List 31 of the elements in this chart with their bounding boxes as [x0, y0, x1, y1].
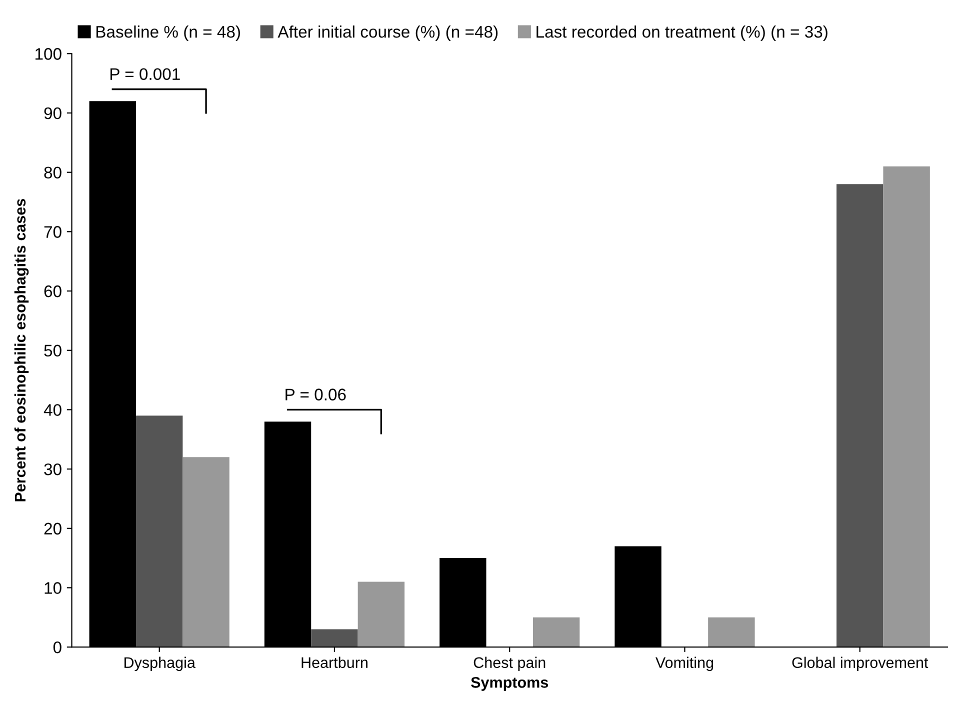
x-axis-title: Symptoms: [470, 677, 548, 691]
bar: [311, 629, 358, 648]
x-tick-label: Chest pain: [474, 656, 546, 672]
y-tick-label: 50: [44, 344, 62, 357]
bar: [136, 416, 183, 648]
bar: [358, 582, 405, 648]
bar: [532, 617, 580, 648]
legend-label: After initial course (%) (n =48): [278, 25, 498, 42]
y-tick-label: 30: [44, 463, 62, 476]
y-axis-title: Percent of eosinophilic esophagitis cases: [14, 198, 29, 502]
bar: [182, 457, 230, 648]
y-tick-label: 10: [44, 582, 62, 594]
x-tick-label: Dysphagia: [124, 656, 196, 672]
bar: [708, 617, 755, 648]
y-tick-label: 20: [44, 522, 62, 535]
y-tick-label: 0: [53, 641, 62, 654]
y-tick-label: 90: [44, 107, 62, 120]
bar: [836, 184, 884, 648]
x-tick-label: Heartburn: [302, 656, 368, 668]
legend-label: Baseline % (n = 48): [96, 25, 240, 42]
y-tick-label: 40: [44, 404, 62, 416]
y-tick-label: 80: [44, 166, 62, 179]
annotation: P = 0.06: [286, 388, 346, 400]
y-tick-label: 60: [44, 285, 62, 298]
legend-label: Last recorded on treatment (%) (n = 33): [536, 25, 828, 42]
y-tick-label: 100: [36, 48, 62, 60]
y-tick-label: 70: [44, 226, 62, 238]
bar: [883, 166, 930, 648]
annotation: P = 0.001: [110, 68, 180, 80]
x-tick-label: Global improvement: [792, 656, 928, 672]
x-tick-label: Vomiting: [656, 656, 714, 672]
